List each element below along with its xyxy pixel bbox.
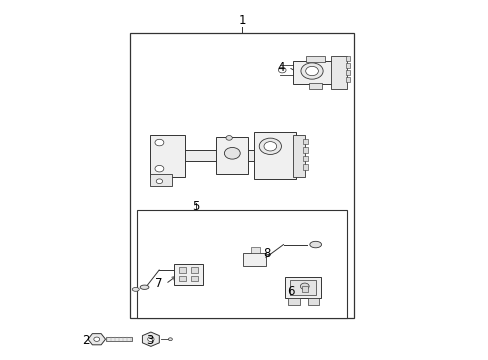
Text: 4: 4: [277, 60, 284, 73]
Text: 8: 8: [262, 247, 269, 260]
Ellipse shape: [155, 139, 163, 146]
Bar: [303, 156, 308, 161]
Ellipse shape: [259, 138, 281, 154]
Bar: [175, 150, 257, 161]
Bar: [150, 174, 172, 186]
Ellipse shape: [278, 67, 285, 73]
Polygon shape: [142, 332, 159, 346]
Ellipse shape: [225, 136, 232, 140]
Ellipse shape: [309, 241, 321, 248]
Ellipse shape: [155, 165, 163, 172]
Bar: [303, 164, 308, 170]
Bar: [303, 147, 308, 153]
Bar: [216, 137, 247, 174]
Bar: [292, 135, 305, 177]
Bar: [285, 277, 320, 298]
Ellipse shape: [264, 141, 276, 151]
Text: 5: 5: [192, 201, 199, 213]
Bar: [173, 264, 203, 285]
Bar: [288, 298, 300, 305]
Ellipse shape: [300, 283, 308, 289]
Ellipse shape: [156, 179, 162, 184]
Bar: [305, 56, 324, 62]
Bar: [308, 83, 321, 89]
Bar: [105, 337, 132, 341]
Bar: [179, 276, 186, 281]
Ellipse shape: [140, 285, 149, 289]
Bar: [251, 247, 260, 253]
Ellipse shape: [300, 63, 323, 79]
FancyBboxPatch shape: [292, 61, 337, 84]
Bar: [150, 135, 184, 177]
Bar: [289, 280, 315, 295]
FancyBboxPatch shape: [330, 56, 346, 89]
Ellipse shape: [132, 287, 139, 291]
Ellipse shape: [94, 337, 100, 341]
Ellipse shape: [168, 338, 172, 341]
Bar: [345, 70, 349, 75]
Bar: [345, 56, 349, 61]
Polygon shape: [88, 334, 105, 345]
Bar: [345, 63, 349, 68]
Bar: [303, 139, 308, 144]
Text: 1: 1: [238, 14, 245, 27]
Bar: [345, 77, 349, 82]
Bar: [301, 286, 307, 292]
Ellipse shape: [224, 148, 240, 159]
Text: 6: 6: [286, 285, 294, 298]
Bar: [137, 211, 346, 318]
Text: 2: 2: [82, 334, 90, 347]
Text: 3: 3: [145, 334, 153, 347]
Bar: [179, 267, 186, 273]
Bar: [130, 33, 353, 318]
Text: 7: 7: [155, 278, 163, 291]
Bar: [190, 267, 197, 273]
Bar: [254, 132, 295, 179]
Bar: [190, 276, 197, 281]
Ellipse shape: [147, 337, 154, 342]
Ellipse shape: [305, 66, 318, 76]
Bar: [242, 253, 265, 266]
Bar: [307, 298, 319, 305]
